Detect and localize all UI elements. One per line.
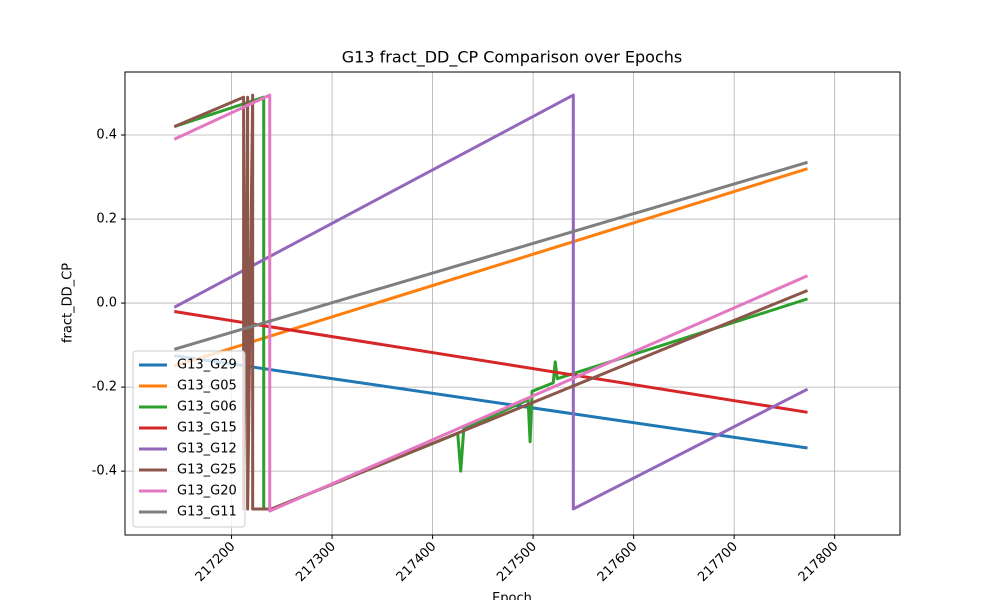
y-tick-label: 0.0 (96, 296, 117, 311)
y-tick-label: 0.2 (96, 212, 117, 227)
series-line (173, 93, 809, 511)
legend-label: G13_G05 (177, 379, 237, 394)
legend-label: G13_G20 (177, 484, 237, 499)
chart-title: G13 fract_DD_CP Comparison over Epochs (342, 48, 682, 68)
legend-label: G13_G11 (177, 505, 237, 520)
series-line (173, 160, 808, 351)
plot-frame (124, 71, 901, 536)
legend: G13_G29 G13_G05 G13_G06 G13_G15 G13_G12 G13_G… (132, 350, 246, 528)
legend-label: G13_G15 (177, 421, 237, 436)
series-line (173, 93, 809, 513)
series-line (173, 167, 808, 368)
x-axis-label: Epoch (492, 591, 532, 600)
y-tick-label: -0.2 (92, 380, 117, 395)
series-line (174, 310, 808, 414)
y-axis-label: fract_DD_CP (61, 263, 76, 343)
series-line (173, 93, 809, 511)
y-tick-label: -0.4 (92, 464, 117, 479)
legend-label: G13_G12 (177, 442, 237, 457)
legend-label: G13_G25 (177, 463, 237, 478)
legend-box (132, 350, 246, 528)
legend-label: G13_G29 (177, 358, 237, 373)
series-line (174, 354, 808, 450)
y-tick-label: 0.4 (96, 128, 117, 143)
legend-label: G13_G06 (177, 400, 237, 415)
